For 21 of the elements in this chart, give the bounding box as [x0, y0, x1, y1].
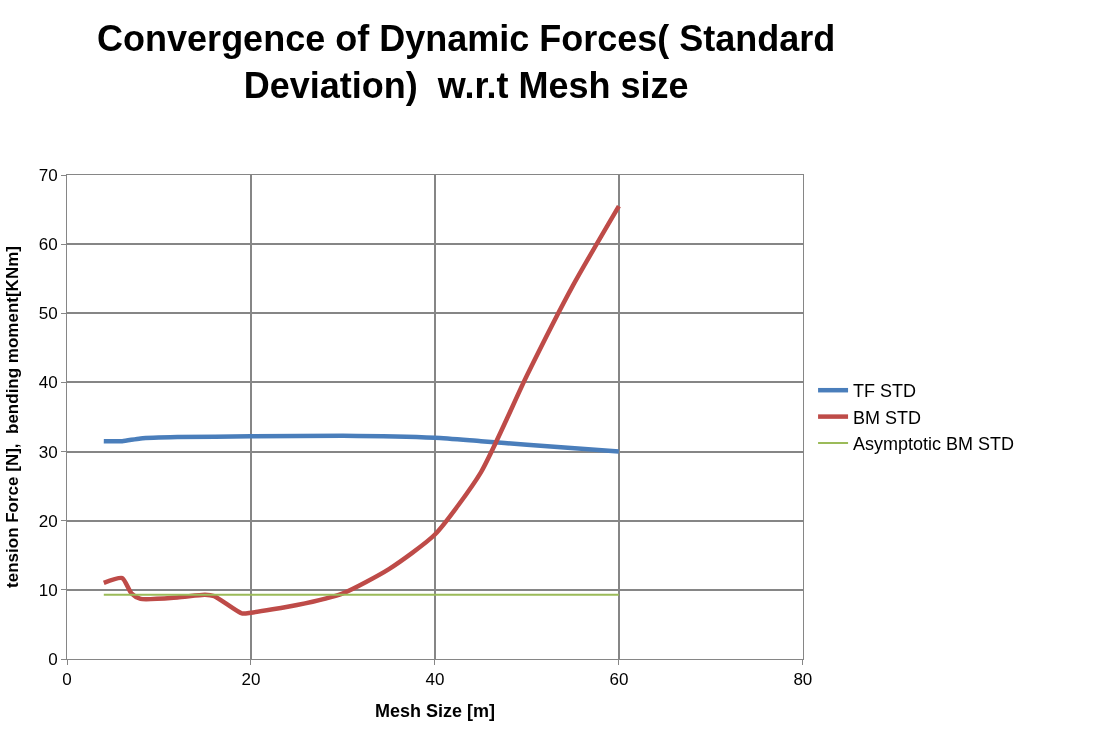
- legend-label: BM STD: [853, 407, 922, 428]
- y-tick-label: 60: [38, 235, 58, 255]
- chart-title: Convergence of Dynamic Forces( Standard Deviation) w.r.t Mesh size: [97, 18, 836, 106]
- y-tick-label: 30: [38, 442, 58, 462]
- line-series: [101, 203, 622, 616]
- y-tick-label: 10: [38, 580, 58, 600]
- y-tick-label: 40: [38, 373, 58, 393]
- legend-label: TF STD: [853, 381, 917, 402]
- y-axis-title: tension Force [N], bending moment[KNm]: [3, 246, 23, 588]
- x-tick-label: 80: [793, 670, 813, 690]
- x-tick-label: 0: [62, 670, 72, 690]
- y-tick-label: 0: [48, 649, 58, 669]
- x-tick-label: 60: [609, 670, 629, 690]
- x-tick-label: 20: [241, 670, 261, 690]
- y-tick-label: 50: [38, 304, 58, 324]
- line-series: [101, 433, 622, 454]
- legend-label: Asymptotic BM STD: [853, 434, 1015, 455]
- y-tick-label: 20: [38, 511, 58, 531]
- y-tick-label: 70: [38, 165, 58, 185]
- x-tick-label: 40: [425, 670, 445, 690]
- x-axis-title: Mesh Size [m]: [374, 700, 495, 721]
